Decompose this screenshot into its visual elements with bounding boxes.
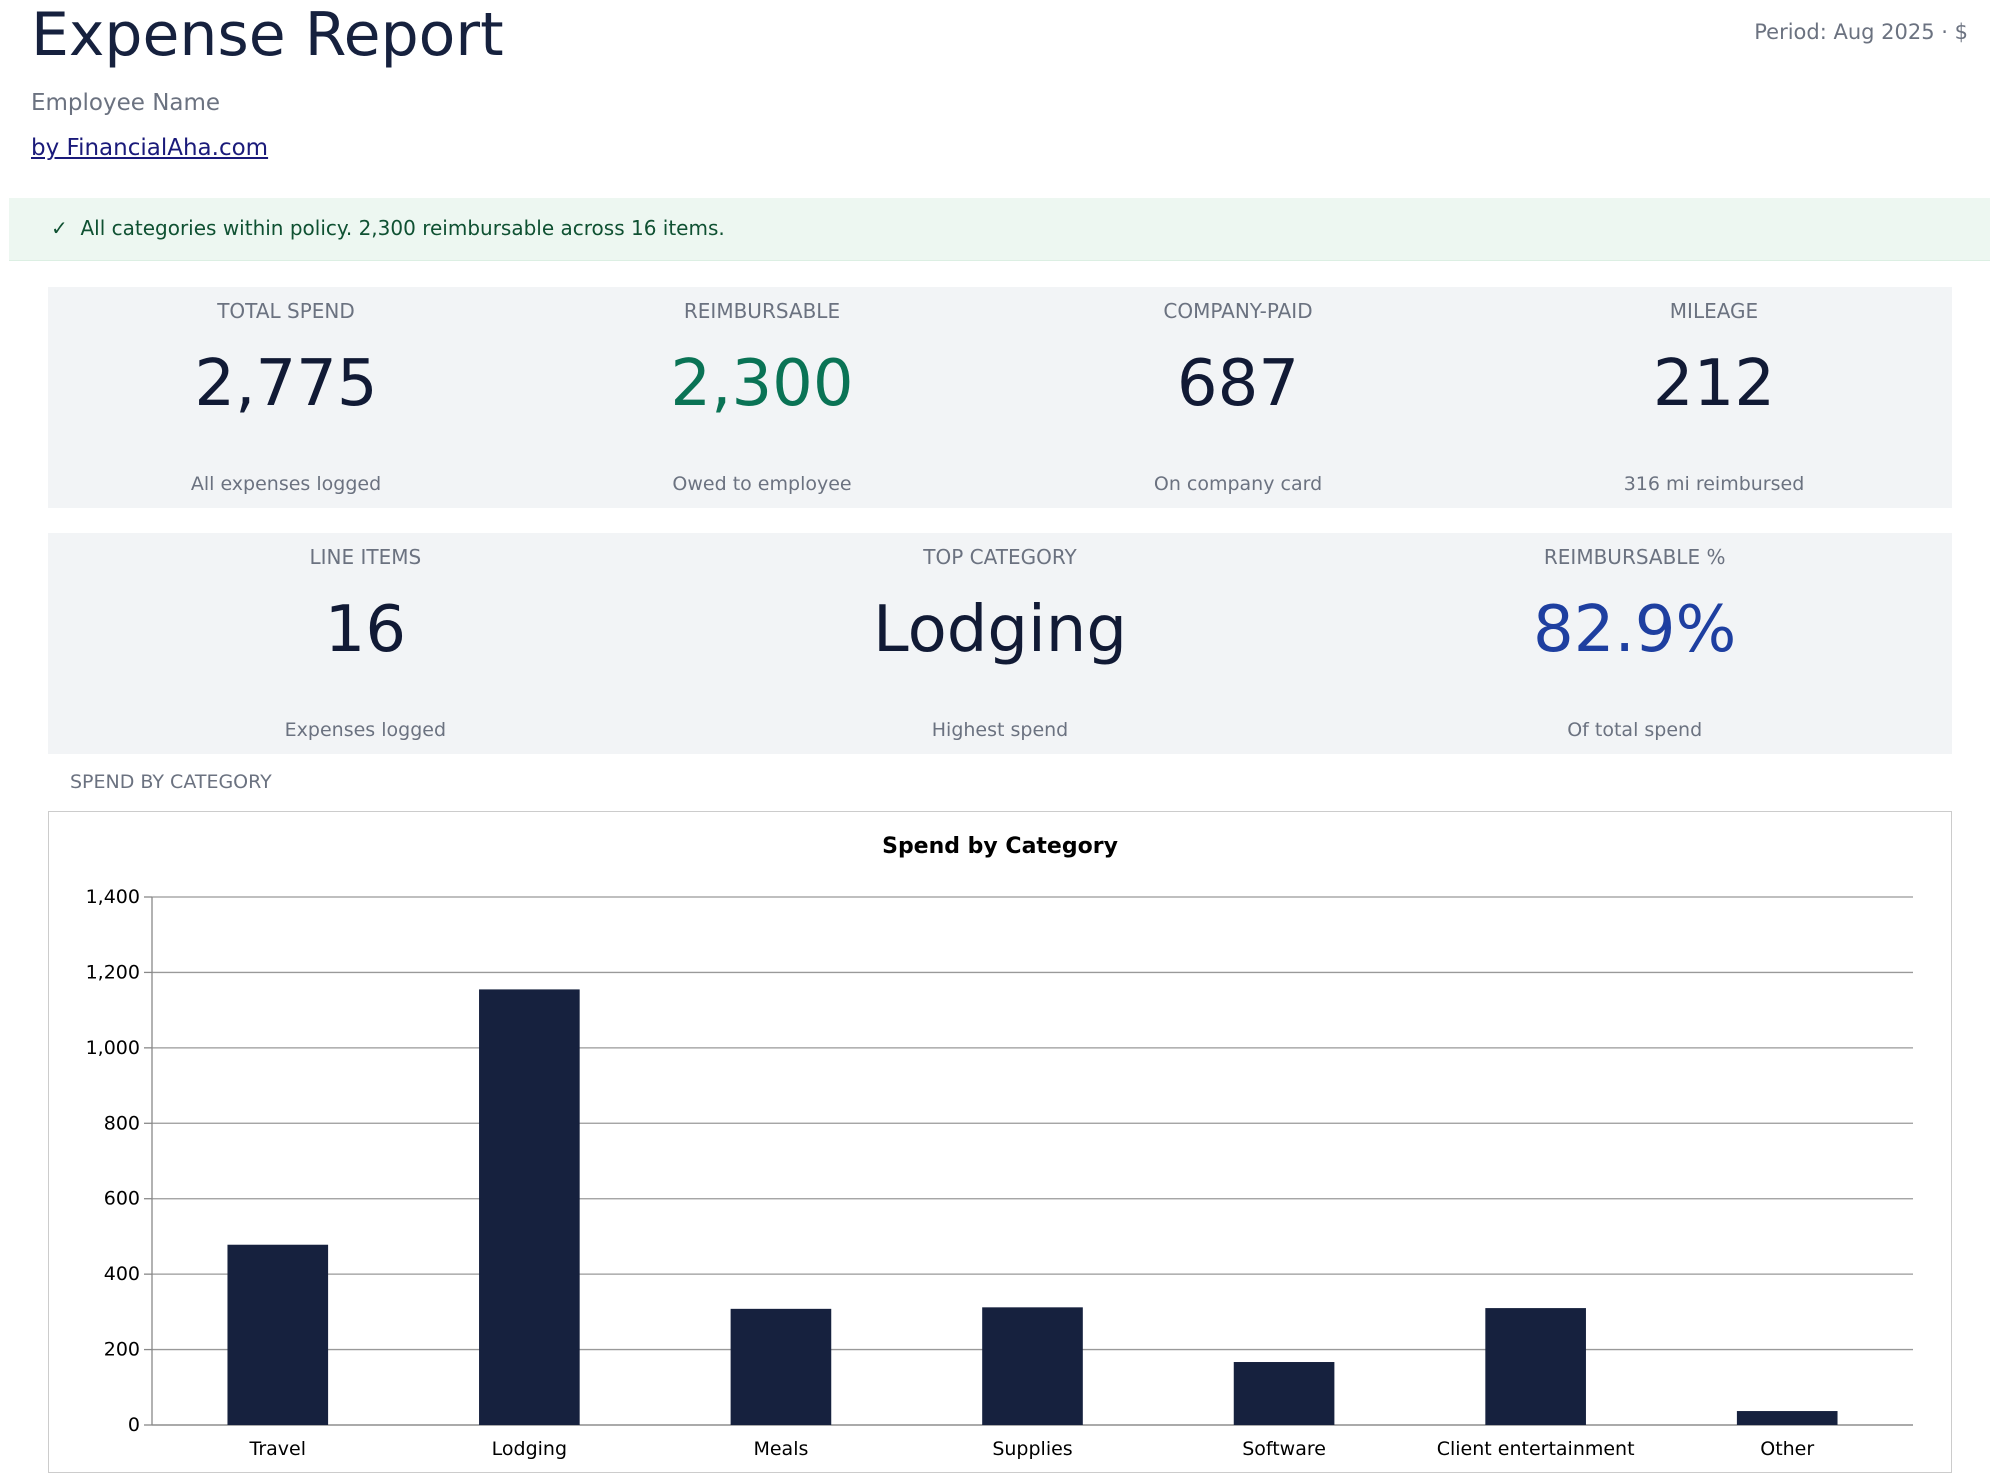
kpi-value: 16 [324,593,407,667]
y-tick-label: 800 [104,1112,140,1134]
y-tick-label: 600 [104,1188,140,1210]
banner-text: ✓ All categories within policy. 2,300 re… [51,216,725,240]
kpi-label: LINE ITEMS [309,545,422,569]
kpi-value: 687 [1176,347,1300,421]
bar [227,1244,329,1425]
kpi-label: TOTAL SPEND [217,299,355,323]
kpi-sub: Expenses logged [284,719,446,741]
kpi-sub: Of total spend [1567,719,1703,741]
x-tick-label: Other [1760,1438,1814,1460]
bar [1485,1308,1586,1425]
section-label: SPEND BY CATEGORY [70,771,272,793]
x-tick-label: Meals [753,1438,808,1460]
x-tick-label: Travel [249,1438,306,1460]
chart-title: Spend by Category [882,834,1118,859]
bar [1736,1411,1838,1425]
kpi-sub: Highest spend [931,719,1069,741]
y-tick-label: 0 [128,1414,140,1436]
bar [479,989,580,1425]
kpi-sub: On company card [1153,473,1323,495]
kpi-card: REIMBURSABLE 2,300 Owed to employee [524,287,1000,508]
link[interactable]: by FinancialAha.com [31,135,269,161]
kpi-card: MILEAGE 212 316 mi reimbursed [1476,287,1952,508]
x-tick-label: Supplies [992,1438,1072,1460]
y-tick-label: 1,000 [86,1037,140,1059]
kpi-sub: 316 mi reimbursed [1623,473,1805,495]
x-tick-label: Lodging [492,1438,567,1460]
kpi-card: LINE ITEMS 16 Expenses logged [48,533,683,754]
subtitle: Employee Name [31,90,221,116]
kpi-row: LINE ITEMS 16 Expenses logged TOP CATEGORY L… [48,533,1952,754]
kpi-label: TOP CATEGORY [923,545,1077,569]
kpi-value: 2,300 [670,347,854,421]
period: Period: Aug 2025 · $ [1754,20,1968,44]
kpi-value: 2,775 [194,347,378,421]
y-tick-label: 400 [104,1263,140,1285]
kpi-sub: All expenses logged [190,473,382,495]
kpi-card: TOTAL SPEND 2,775 All expenses logged [48,287,524,508]
y-tick-label: 1,200 [86,961,140,983]
kpi-value: 82.9% [1533,593,1737,667]
y-tick-label: 200 [104,1339,140,1361]
kpi-label: COMPANY-PAID [1163,299,1313,323]
y-tick-label: 1,400 [86,886,140,908]
kpi-value: Lodging [873,593,1127,667]
kpi-label: REIMBURSABLE [683,299,841,323]
kpi-card: COMPANY-PAID 687 On company card [1000,287,1476,508]
bar [982,1307,1083,1425]
kpi-card: TOP CATEGORY Lodging Highest spend [683,533,1318,754]
title: Expense Report [31,0,504,70]
bar [730,1308,832,1425]
x-tick-label: Software [1242,1438,1326,1460]
kpi-label: REIMBURSABLE % [1543,545,1726,569]
bar [1233,1362,1335,1425]
kpi-card: REIMBURSABLE % 82.9% Of total spend [1317,533,1952,754]
kpi-sub: Owed to employee [672,473,852,495]
banner: ✓ All categories within policy. 2,300 re… [9,198,1990,261]
kpi-value: 212 [1652,347,1776,421]
kpi-row: TOTAL SPEND 2,775 All expenses logged REIMB… [48,287,1952,508]
x-tick-label: Client entertainment [1437,1438,1635,1460]
chart: Spend by Category 0 200 400 600 800 1,000 1,20… [48,811,1952,1473]
kpi-label: MILEAGE [1669,299,1759,323]
